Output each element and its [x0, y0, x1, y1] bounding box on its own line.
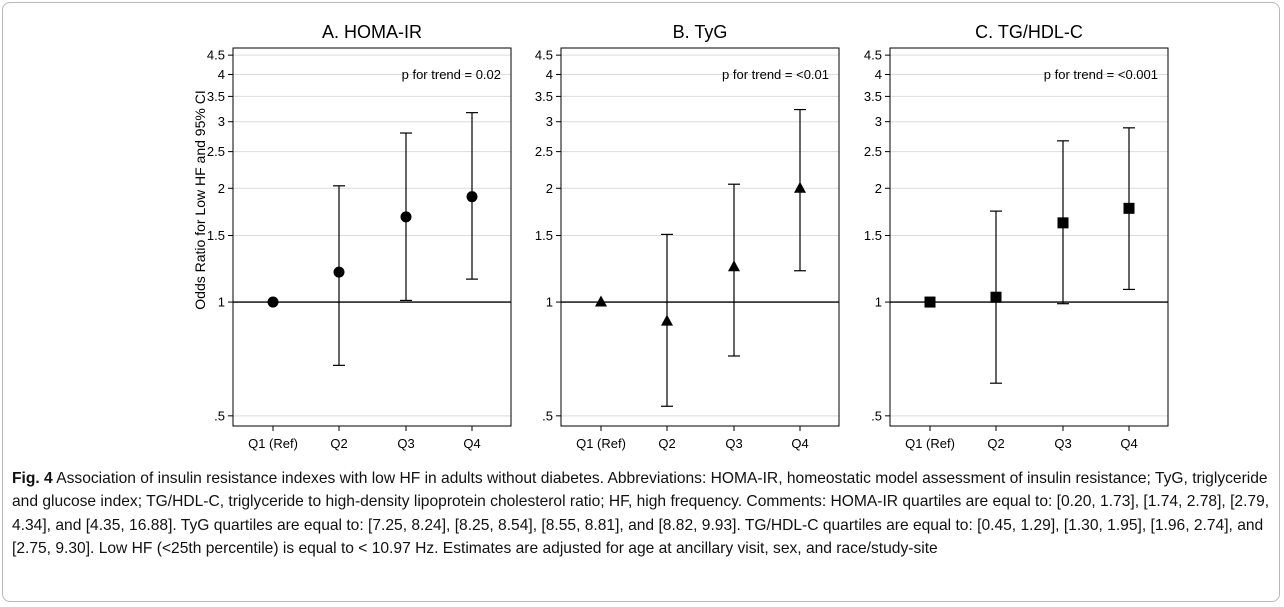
figure-caption: Fig. 4 Association of insulin resistance… — [12, 467, 1274, 561]
x-tick-label: Q1 (Ref) — [905, 436, 955, 451]
y-tick-label: 4 — [218, 67, 225, 82]
x-tick-label: Q2 — [987, 436, 1004, 451]
data-point — [400, 211, 412, 223]
y-tick-label: 4.5 — [207, 48, 225, 63]
data-point — [794, 181, 806, 193]
p-trend-annotation: p for trend = <0.01 — [722, 67, 829, 82]
y-tick-label: 2 — [546, 181, 553, 196]
y-tick-label: 2.5 — [207, 144, 225, 159]
x-tick-label: Q4 — [1120, 436, 1137, 451]
x-tick-label: Q1 (Ref) — [248, 436, 298, 451]
y-tick-label: 1.5 — [864, 228, 882, 243]
y-tick-label: 4.5 — [535, 48, 553, 63]
y-tick-label: 2 — [875, 181, 882, 196]
y-tick-label: 1 — [875, 295, 882, 310]
x-tick-label: Q4 — [463, 436, 480, 451]
data-point — [924, 296, 936, 308]
charts-area: Odds Ratio for Low HF and 95% CI A. HOMA… — [192, 22, 1169, 451]
data-point — [990, 291, 1002, 303]
plot-box — [232, 47, 512, 427]
data-point — [1123, 202, 1135, 214]
y-tick-label: 1.5 — [207, 228, 225, 243]
panel-title: A. HOMA-IR — [322, 22, 422, 42]
p-trend-annotation: p for trend = 0.02 — [402, 67, 501, 82]
x-tick-label: Q3 — [397, 436, 414, 451]
y-tick-label: 1 — [218, 295, 225, 310]
x-tick-label: Q3 — [1054, 436, 1071, 451]
y-tick-label: 4 — [875, 67, 882, 82]
y-tick-label: 3 — [875, 114, 882, 129]
y-tick-label: 3 — [218, 114, 225, 129]
caption-text: Association of insulin resistance indexe… — [12, 470, 1270, 558]
data-point — [1057, 217, 1069, 229]
y-tick-label: 1.5 — [535, 228, 553, 243]
panel-title: C. TG/HDL-C — [975, 22, 1083, 42]
y-tick-label: 3.5 — [207, 89, 225, 104]
data-point — [595, 295, 607, 307]
y-tick-label: 3 — [546, 114, 553, 129]
p-trend-annotation: p for trend = <0.001 — [1044, 67, 1158, 82]
y-tick-label: 2.5 — [864, 144, 882, 159]
data-point — [267, 296, 279, 308]
y-tick-label: .5 — [542, 408, 553, 423]
x-tick-label: Q2 — [330, 436, 347, 451]
x-tick-label: Q1 (Ref) — [576, 436, 626, 451]
chart-panel-3: C. TG/HDL-C .5 1 1.5 2 2.5 3 3.5 4 4.5 p for trend… — [864, 22, 1169, 451]
y-tick-label: 2.5 — [535, 144, 553, 159]
data-point — [333, 266, 345, 278]
plot-box — [560, 47, 840, 427]
y-axis-label: Odds Ratio for Low HF and 95% CI — [192, 90, 208, 309]
x-tick-label: Q2 — [658, 436, 675, 451]
y-tick-label: 3.5 — [535, 89, 553, 104]
chart-panel-1: A. HOMA-IR .5 1 1.5 2 2.5 3 3.5 4 4.5 p for trend … — [207, 22, 512, 451]
x-tick-label: Q4 — [791, 436, 808, 451]
y-tick-label: 4 — [546, 67, 553, 82]
y-tick-label: 2 — [218, 181, 225, 196]
y-tick-label: 4.5 — [864, 48, 882, 63]
y-tick-label: .5 — [871, 408, 882, 423]
chart-panel-2: B. TyG .5 1 1.5 2 2.5 3 3.5 4 4.5 p for trend = <0… — [535, 22, 840, 451]
plot-box — [889, 47, 1169, 427]
caption-label: Fig. 4 — [12, 470, 53, 487]
x-tick-label: Q3 — [725, 436, 742, 451]
data-point — [728, 260, 740, 272]
data-point — [466, 191, 478, 203]
panel-title: B. TyG — [673, 22, 728, 42]
y-tick-label: 1 — [546, 295, 553, 310]
data-point — [661, 314, 673, 326]
y-tick-label: 3.5 — [864, 89, 882, 104]
y-tick-label: .5 — [214, 408, 225, 423]
